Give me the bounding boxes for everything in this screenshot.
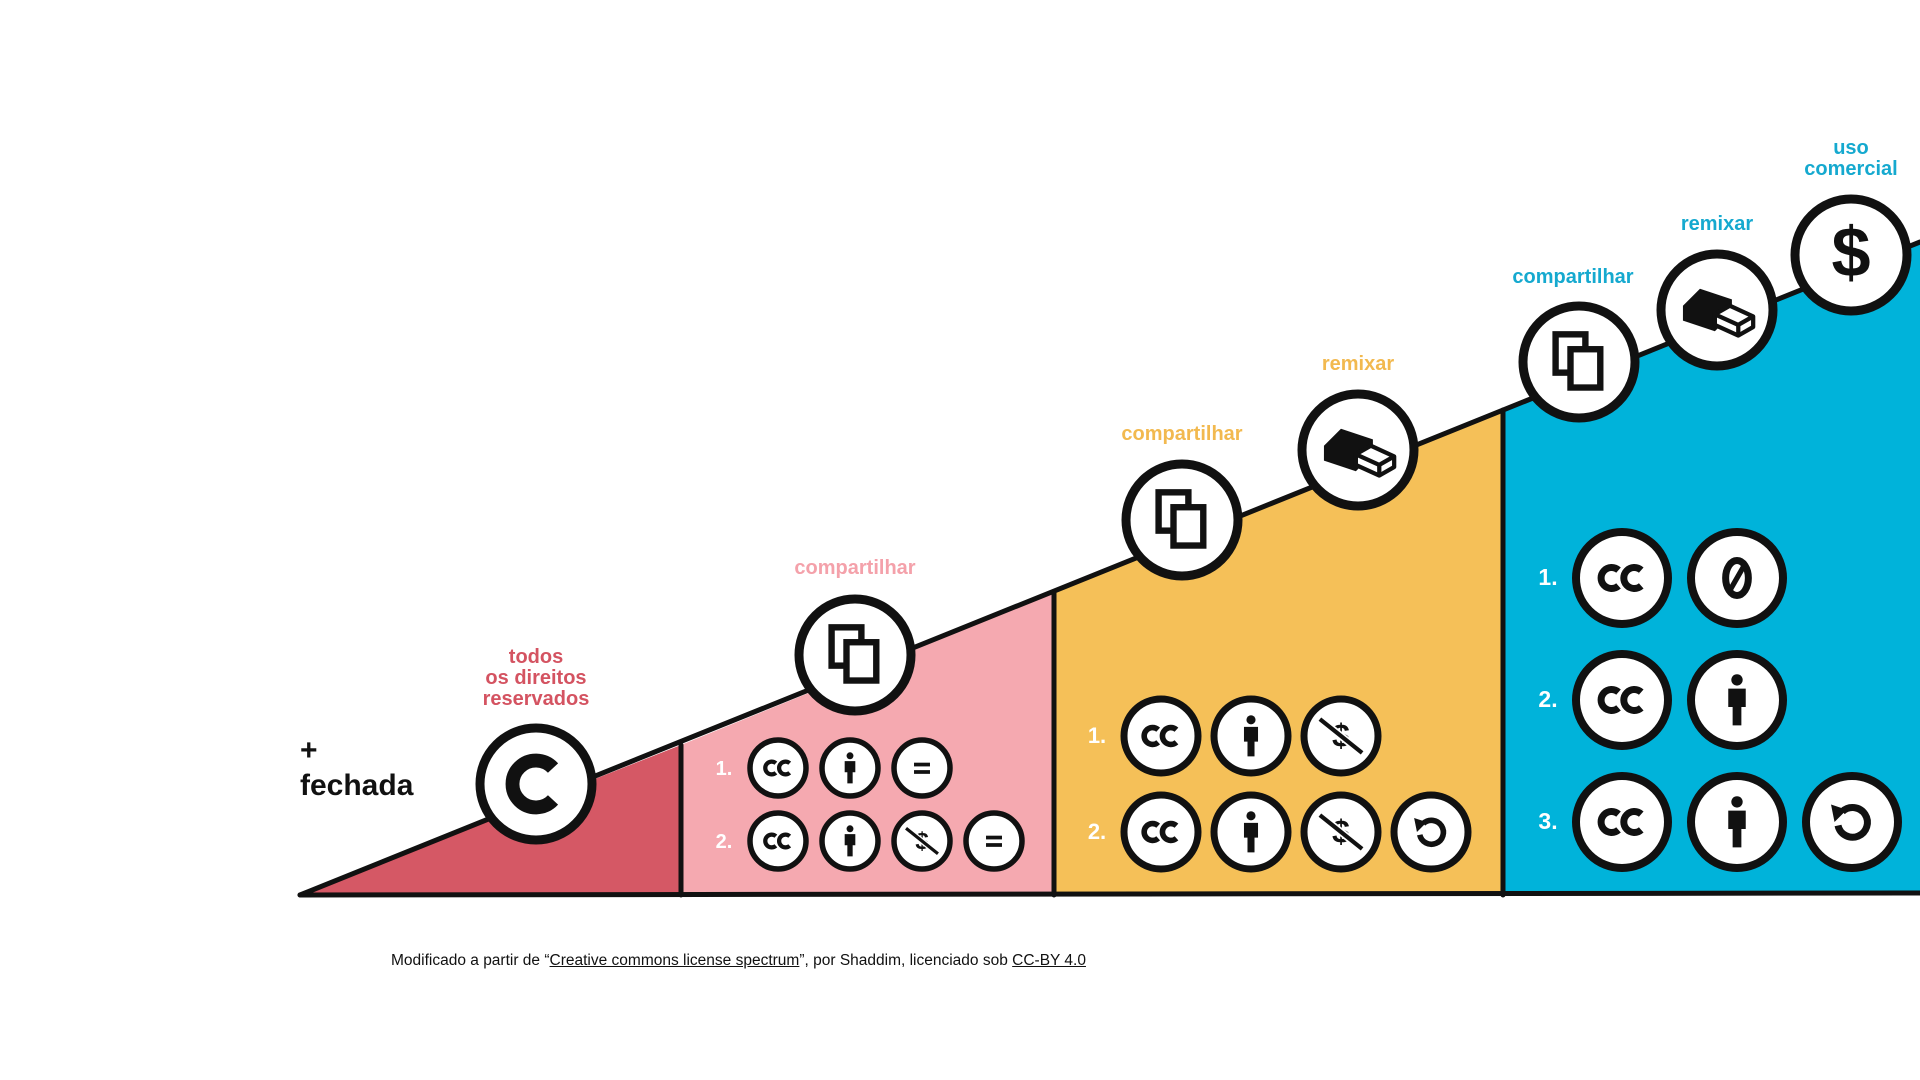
- blue-remix-label: remixar: [1681, 213, 1753, 235]
- by-icon: [1210, 695, 1292, 777]
- remix-icon: [1297, 389, 1419, 511]
- label-line-1: todos: [509, 646, 563, 668]
- nc-icon: [1300, 791, 1382, 873]
- license-link[interactable]: CC-BY 4.0: [1012, 952, 1086, 969]
- label-line-2: os direitos: [485, 667, 586, 689]
- license-row: 1.: [1538, 528, 1787, 628]
- license-number: 1.: [1538, 564, 1557, 590]
- by-icon: [1210, 791, 1292, 873]
- commercial-label-line-1: uso: [1833, 137, 1869, 159]
- by-icon: [819, 810, 881, 872]
- blue-share-label: compartilhar: [1512, 266, 1633, 288]
- license-rows: 1. 2. 1. 2. 1. 2. 3.: [716, 528, 1902, 873]
- cc-icon: [747, 810, 809, 872]
- copyright-icon: [475, 723, 597, 845]
- commercial-icon: [1790, 194, 1912, 316]
- nd-icon: [891, 737, 953, 799]
- cc-icon: [747, 737, 809, 799]
- label-line-3: reservados: [483, 688, 590, 710]
- by-icon: [1687, 650, 1787, 750]
- license-row: 2.: [1538, 650, 1787, 750]
- attribution-prefix: Modificado a partir de “: [391, 952, 550, 969]
- closed-label: fechada: [300, 769, 414, 802]
- cc-icon: [1120, 791, 1202, 873]
- nc-icon: [1300, 695, 1382, 777]
- attribution-middle: ”, por Shaddim, licenciado sob: [799, 952, 1013, 969]
- license-row: 1.: [716, 737, 953, 799]
- license-row: 1.: [1088, 695, 1382, 777]
- cc-icon: [1572, 772, 1672, 872]
- yellow-share-label: compartilhar: [1121, 423, 1242, 445]
- yellow-remix-label: remixar: [1322, 353, 1394, 375]
- permission-icons: [475, 194, 1912, 845]
- share-icon: [1518, 301, 1640, 423]
- license-number: 1.: [1088, 723, 1106, 748]
- share-icon: [1121, 459, 1243, 581]
- by-icon: [1687, 772, 1787, 872]
- sa-icon: [1802, 772, 1902, 872]
- nc-icon: [891, 810, 953, 872]
- source-link[interactable]: Creative commons license spectrum: [549, 952, 800, 969]
- license-row: 3.: [1538, 772, 1902, 872]
- cc-icon: [1572, 528, 1672, 628]
- license-number: 3.: [1538, 808, 1557, 834]
- commercial-label-line-2: comercial: [1804, 158, 1897, 180]
- license-number: 1.: [716, 758, 733, 780]
- all-rights-reserved-label: todos os direitos reservados: [483, 646, 590, 710]
- share-icon: [794, 594, 916, 716]
- sa-icon: [1390, 791, 1472, 873]
- cc-icon: [1572, 650, 1672, 750]
- license-row: 2.: [1088, 791, 1472, 873]
- nd-icon: [963, 810, 1025, 872]
- remix-icon: [1656, 249, 1778, 371]
- cc-icon: [1120, 695, 1202, 777]
- pink-share-label: compartilhar: [794, 557, 915, 579]
- license-number: 2.: [1538, 686, 1557, 712]
- by-icon: [819, 737, 881, 799]
- attribution-footer: Modificado a partir de “Creative commons…: [391, 952, 1086, 970]
- license-number: 2.: [716, 831, 733, 853]
- zero-icon: [1687, 528, 1787, 628]
- license-number: 2.: [1088, 819, 1106, 844]
- plus-sign: +: [300, 734, 318, 767]
- license-row: 2.: [716, 810, 1025, 872]
